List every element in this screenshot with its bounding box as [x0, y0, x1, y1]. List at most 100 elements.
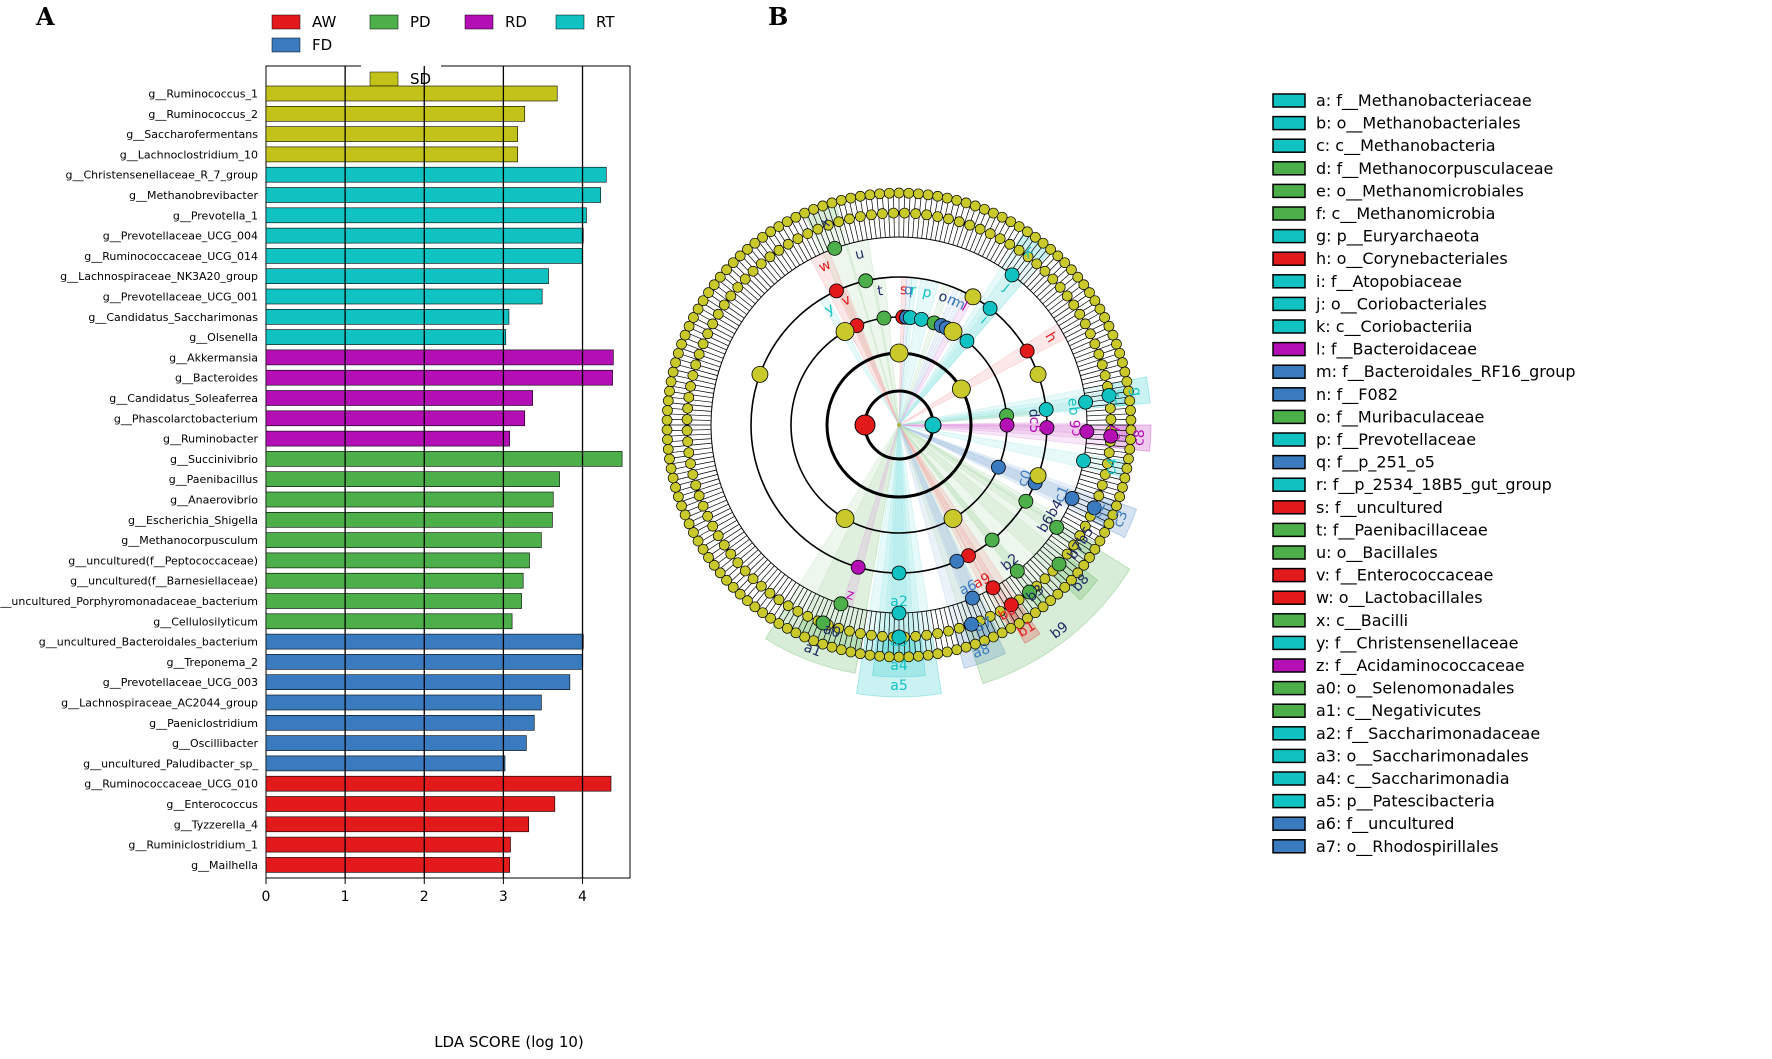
genus-node	[1061, 290, 1073, 302]
legend-swatch-a3	[1272, 748, 1306, 764]
genus-node	[687, 370, 699, 381]
bar-legend: AW PD RD RT FD SD	[271, 13, 615, 89]
genus-node	[702, 510, 714, 522]
genus-node	[822, 219, 834, 231]
node-c3	[1086, 500, 1102, 516]
sector-label-a7: a7	[973, 614, 995, 636]
legend-swatch-s	[1272, 500, 1306, 515]
sector-label-a3: a3	[890, 634, 908, 650]
legend-entry-e: e: o__Methanomicrobiales	[1316, 181, 1524, 201]
genus-node	[747, 573, 759, 585]
spoke	[1009, 237, 1036, 274]
leaf-node	[1066, 574, 1077, 586]
leaf-node	[703, 287, 714, 298]
bar-g-paeniclostridium	[265, 714, 535, 731]
sector-label-l: l	[959, 299, 970, 315]
legend-swatch-rt	[555, 14, 585, 30]
bar-g-lachnospiraceae-ac2044-group	[265, 694, 542, 711]
legend-swatch-c	[1272, 138, 1306, 153]
legend-entry-v: v: f__Enterococcaceae	[1316, 566, 1493, 586]
genus-node	[855, 628, 866, 639]
genus-node	[1102, 458, 1113, 469]
leaf-node	[703, 552, 714, 563]
bar-g-bacteroides	[265, 369, 613, 386]
leaf-node	[661, 424, 673, 436]
legend-swatch-a4	[1272, 771, 1306, 786]
leaf-node	[1111, 500, 1122, 512]
branch-node	[951, 379, 971, 399]
legend-entry-a2: a2: f__Saccharimonadaceae	[1316, 724, 1540, 744]
legend-entry-d: d: f__Methanocorpusculaceae	[1316, 159, 1553, 179]
bars	[265, 85, 623, 873]
legend-swatch-o	[1272, 409, 1306, 425]
node-a1	[815, 615, 831, 631]
leaf-node	[676, 500, 687, 512]
bar-g-candidatus-soleaferrea	[265, 390, 533, 406]
node-c2	[1064, 491, 1080, 506]
genus-node	[683, 447, 695, 459]
genus-node	[681, 414, 693, 425]
node-g	[1101, 388, 1117, 403]
genus-node	[1054, 281, 1066, 293]
genus-node	[773, 244, 785, 256]
legend-swatch-p	[1272, 432, 1306, 447]
genus-node	[792, 233, 804, 245]
leaf-node	[790, 627, 802, 639]
bar-label-g-lachnospiraceae-ac2044-group: g__Lachnospiraceae_AC2044_group	[61, 697, 258, 710]
leaf-node	[664, 453, 675, 465]
leaf-node	[757, 231, 768, 243]
genus-node	[702, 328, 714, 340]
leaf-node	[799, 631, 810, 643]
branch-node	[1029, 365, 1047, 383]
legend-entry-g: g: p__Euryarchaeota	[1316, 227, 1480, 247]
bar-label-g-phascolarctobacterium: g__Phascolarctobacterium	[114, 412, 258, 425]
sector-label-a4: a4	[890, 658, 908, 674]
legend-label-rt: RT	[596, 13, 615, 31]
leaf-node	[874, 188, 885, 200]
leaf-node	[1117, 357, 1128, 368]
legend-entry-h: h: o__Corynebacteriales	[1316, 249, 1508, 269]
legend-entry-a: a: f__Methanobacteriaceae	[1316, 91, 1532, 111]
leaf-node	[664, 385, 675, 397]
leaf-node	[808, 203, 819, 215]
genus-node	[687, 469, 699, 480]
leaf-node	[1052, 588, 1064, 600]
bar-g-enterococcus	[265, 796, 556, 812]
branch-node	[943, 509, 963, 528]
node-a0	[833, 596, 849, 612]
leaf-node	[988, 207, 999, 219]
bar-g-prevotella-1	[265, 207, 587, 224]
node-a3	[891, 605, 907, 621]
genus-node	[865, 629, 877, 641]
bar-label-g-bacteroides: g__Bacteroides	[175, 372, 258, 385]
genus-node	[910, 630, 921, 642]
leaf-node	[757, 607, 768, 619]
node-j	[982, 300, 998, 316]
leaf-node	[808, 635, 819, 647]
bar-label-g-cellulosilyticum: g__Cellulosilyticum	[153, 615, 258, 628]
genus-node	[685, 458, 696, 469]
legend-entry-m: m: f__Bacteroidales_RF16_group	[1316, 362, 1576, 382]
legend-swatch-t	[1272, 522, 1306, 538]
bar-label-g-treponema-2: g__Treponema_2	[166, 656, 258, 669]
genus-node	[865, 209, 877, 221]
spoke	[762, 576, 789, 613]
sector-label-r: r	[909, 282, 917, 299]
node-z	[850, 559, 866, 575]
genus-node	[685, 381, 696, 392]
leaf-node	[727, 257, 739, 269]
genus-node	[764, 587, 776, 599]
sector-label-a8: a8	[970, 641, 992, 662]
legend-entry-j: j: o__Coriobacteriales	[1315, 294, 1487, 314]
legend-swatch-y	[1272, 635, 1306, 651]
tick-label-2: 2	[420, 889, 429, 905]
bar-g-oscillibacter	[265, 735, 527, 751]
tick-label-3: 3	[499, 889, 508, 905]
leaf-node	[1030, 231, 1041, 243]
leaf-node	[662, 434, 673, 445]
leaf-node	[826, 641, 838, 653]
bar-label-g-olsenella: g__Olsenella	[189, 331, 258, 344]
legend-label-aw: AW	[312, 13, 336, 31]
node-a8	[964, 616, 979, 632]
sector-label-p: p	[921, 284, 933, 302]
